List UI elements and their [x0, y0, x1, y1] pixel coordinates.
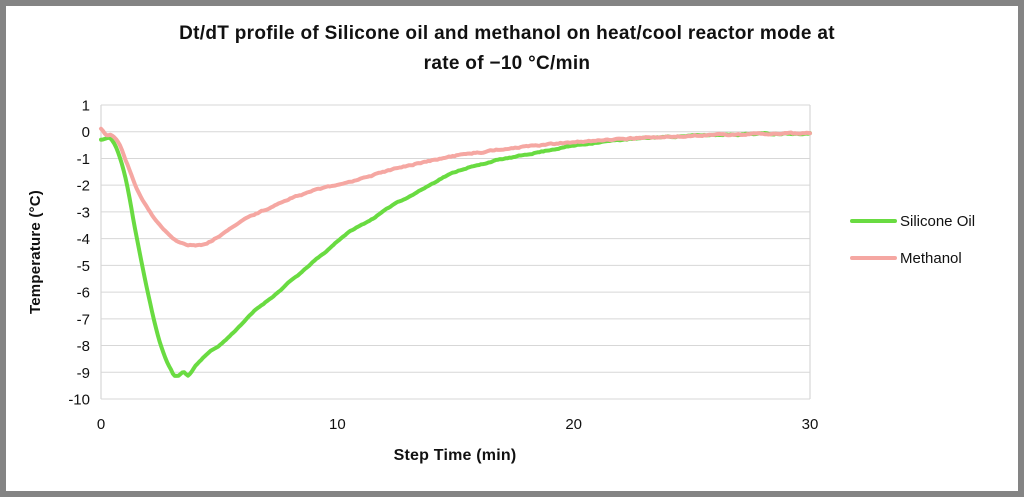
chart-title-line1: Dt/dT profile of Silicone oil and methan… [179, 23, 835, 44]
legend: Silicone Oil Methanol [850, 212, 975, 267]
legend-item-silicone-oil: Silicone Oil [850, 212, 975, 230]
x-tick-label: 0 [97, 416, 105, 433]
series-line-silicone-oil [99, 131, 812, 378]
legend-label-methanol: Methanol [900, 249, 962, 267]
chart-title: Dt/dT profile of Silicone oil and methan… [6, 19, 1008, 79]
legend-item-methanol: Methanol [850, 249, 975, 267]
x-tick-label: 20 [565, 416, 582, 433]
x-axis-title: Step Time (min) [393, 447, 517, 464]
plot-area: 10-1-2-3-4-5-6-7-8-9-100 10 20 30 [68, 98, 819, 434]
y-tick-label: -6 [77, 285, 90, 302]
y-tick-label: 1 [82, 98, 90, 115]
y-tick-label: -5 [77, 258, 90, 275]
legend-label-silicone-oil: Silicone Oil [900, 212, 976, 230]
y-tick-label: -10 [68, 392, 90, 409]
y-tick-label: -4 [77, 231, 90, 248]
y-tick-label: -9 [77, 365, 90, 382]
methanol-line-swatch [850, 256, 897, 260]
x-tick-label: 30 [802, 416, 819, 433]
y-tick-label: -7 [77, 311, 90, 328]
y-tick-label: -8 [77, 338, 90, 355]
series-line-methanol [99, 126, 812, 248]
y-tick-label: -2 [77, 178, 90, 195]
chart-title-line2: rate of −10 °C/min [423, 53, 591, 74]
silicone-oil-line-swatch [850, 219, 897, 223]
x-tick-label: 10 [329, 416, 346, 433]
y-tick-label: -1 [77, 151, 90, 168]
y-tick-label: 0 [82, 124, 90, 141]
y-tick-label: -3 [77, 204, 90, 221]
